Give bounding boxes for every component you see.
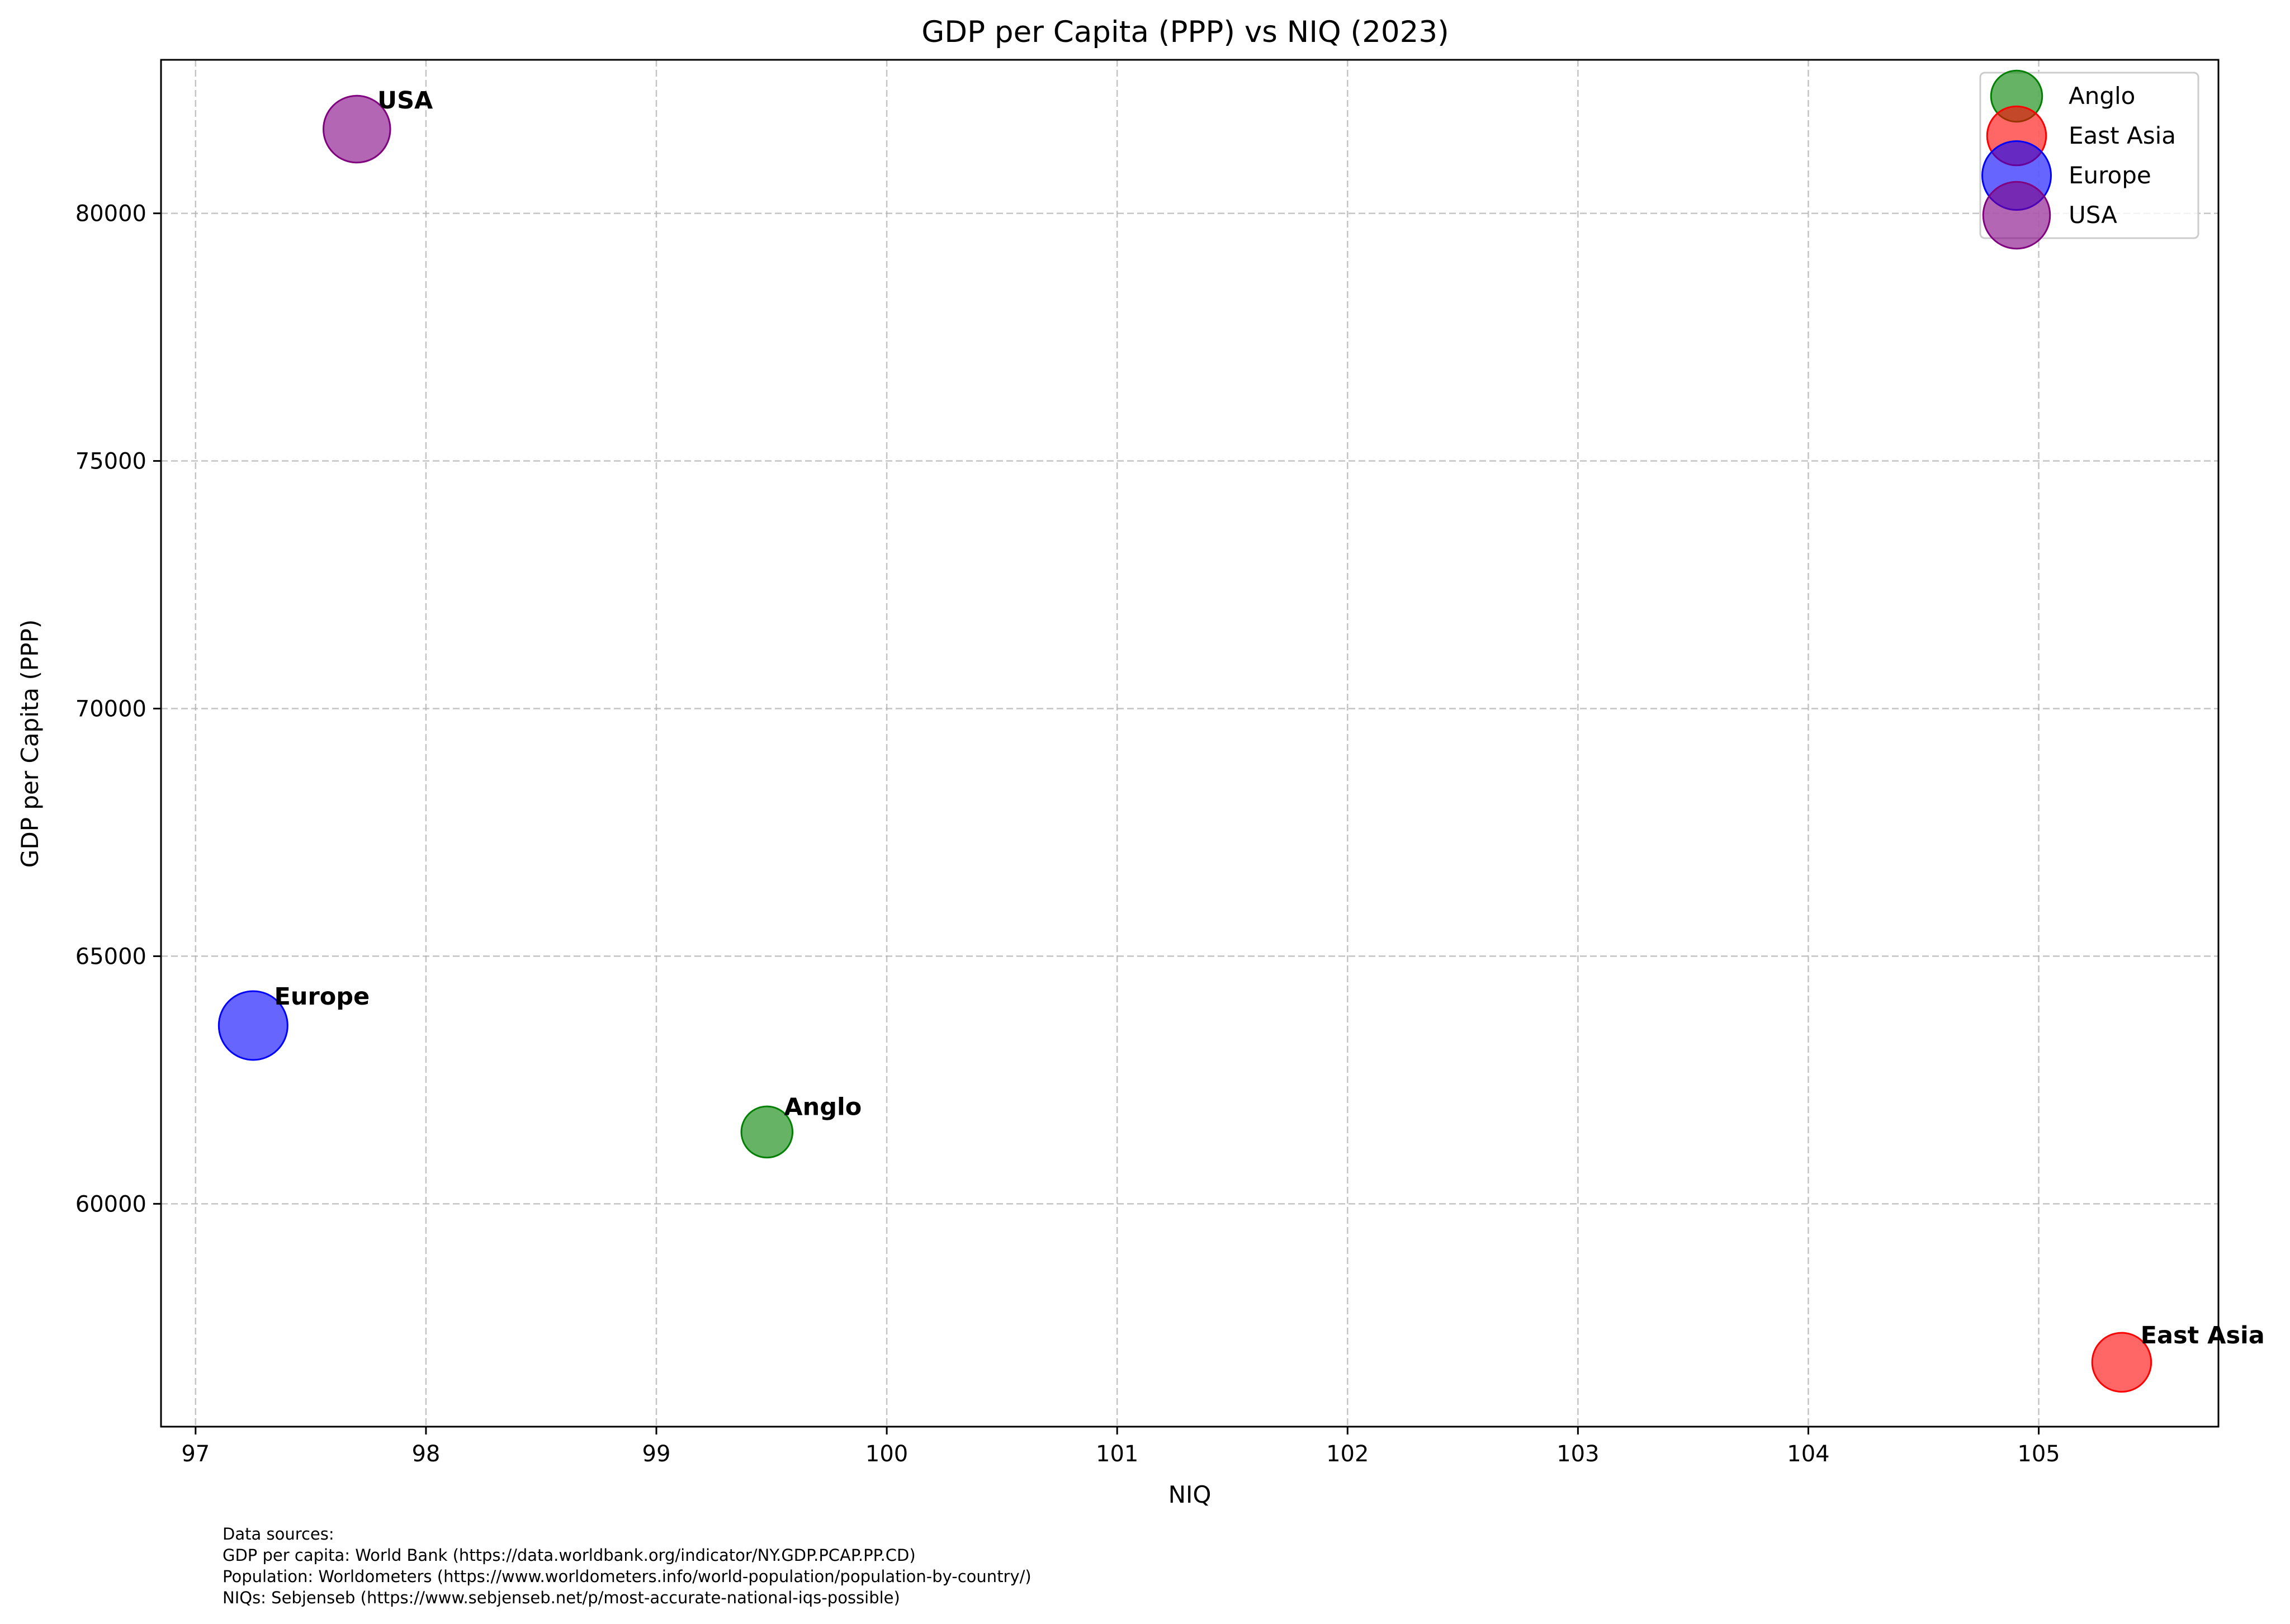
y-tick-label: 70000 bbox=[75, 696, 146, 722]
point-label: USA bbox=[377, 87, 433, 115]
plot-area-frame bbox=[160, 59, 2220, 1428]
legend-label: Anglo bbox=[2069, 82, 2135, 110]
source-niq: NIQs: Sebjenseb (https://www.sebjenseb.n… bbox=[223, 1588, 900, 1607]
legend-label: Europe bbox=[2069, 162, 2151, 189]
legend-label: East Asia bbox=[2069, 122, 2176, 149]
data-point-usa bbox=[323, 94, 391, 164]
grid-lines bbox=[161, 60, 2218, 1427]
y-axis-label: GDP per Capita (PPP) bbox=[16, 619, 44, 868]
x-axis-label: NIQ bbox=[1168, 1481, 1212, 1508]
legend-label: USA bbox=[2069, 201, 2117, 229]
x-tick-label: 103 bbox=[1556, 1441, 1599, 1467]
point-label: Anglo bbox=[784, 1093, 862, 1121]
axis-ticks: 97 98 99 100 101 102 103 104 105 60000 65000 70000 7… bbox=[75, 201, 2060, 1467]
legend-marker bbox=[1982, 181, 2051, 250]
point-label: East Asia bbox=[2141, 1322, 2265, 1350]
x-tick-label: 98 bbox=[411, 1441, 440, 1467]
x-tick-label: 99 bbox=[642, 1441, 671, 1467]
x-tick-label: 97 bbox=[181, 1441, 210, 1467]
sources-heading: Data sources: bbox=[223, 1524, 334, 1543]
data-point-anglo bbox=[740, 1105, 794, 1159]
data-point-europe bbox=[217, 990, 288, 1061]
legend: Anglo East Asia Europe USA bbox=[1979, 69, 2199, 250]
point-labels: Anglo East Asia Europe USA bbox=[275, 87, 2265, 1350]
x-tick-label: 101 bbox=[1096, 1441, 1138, 1467]
x-tick-label: 104 bbox=[1787, 1441, 1829, 1467]
y-tick-label: 60000 bbox=[75, 1191, 146, 1217]
source-population: Population: Worldometers (https://www.wo… bbox=[223, 1567, 1032, 1586]
y-tick-label: 80000 bbox=[75, 201, 146, 227]
y-tick-label: 65000 bbox=[75, 944, 146, 969]
data-point-east-asia bbox=[2091, 1332, 2152, 1393]
source-gdp: GDP per capita: World Bank (https://data… bbox=[223, 1546, 916, 1565]
point-label: Europe bbox=[275, 983, 370, 1011]
x-tick-label: 102 bbox=[1326, 1441, 1369, 1467]
x-tick-label: 100 bbox=[865, 1441, 908, 1467]
y-tick-label: 75000 bbox=[75, 449, 146, 475]
data-sources-note: Data sources: GDP per capita: World Bank… bbox=[223, 1523, 1032, 1608]
x-tick-label: 105 bbox=[2017, 1441, 2060, 1467]
data-points bbox=[217, 94, 2152, 1393]
chart-title: GDP per Capita (PPP) vs NIQ (2023) bbox=[921, 15, 1449, 49]
